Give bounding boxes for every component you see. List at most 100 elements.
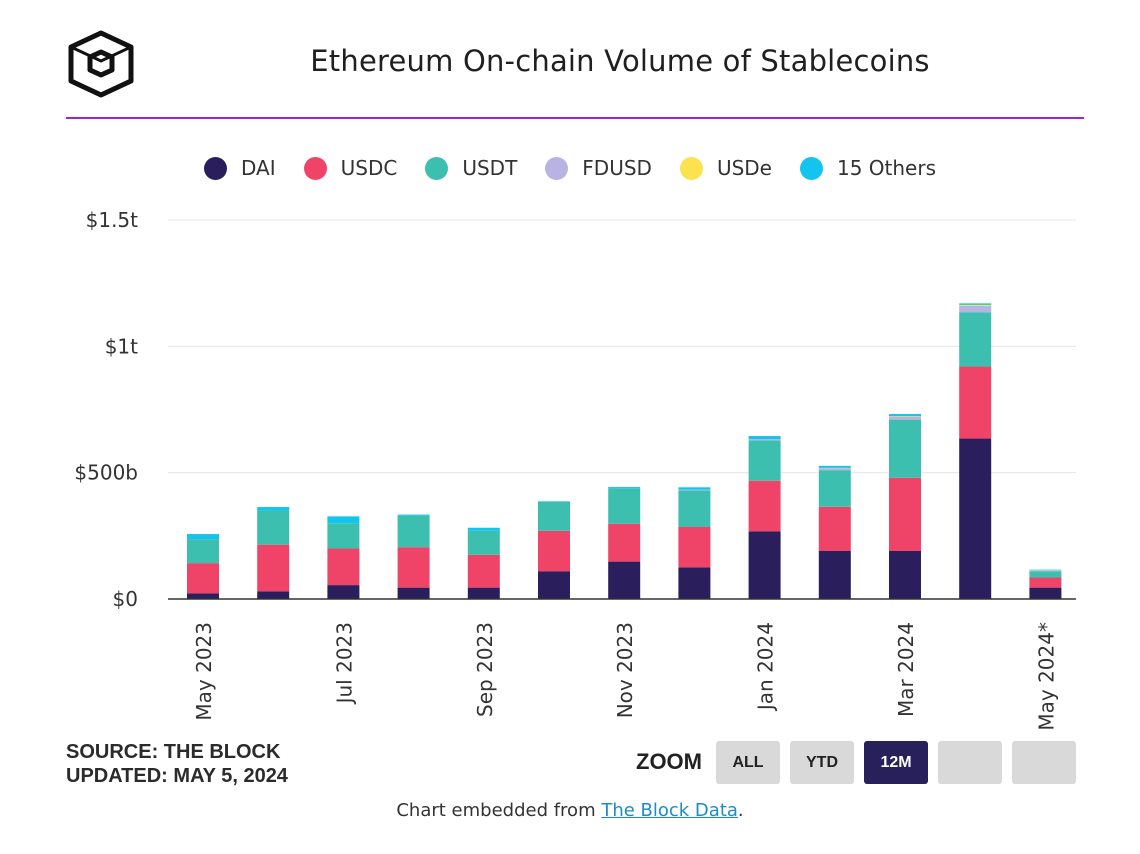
legend-swatch (204, 156, 227, 180)
stacked-bar-chart: $0 $500b $1t $1.5t May 2023 Jul 2023 Sep 2023 N… (74, 208, 1076, 731)
x-tick-label: Sep 2023 (473, 622, 497, 717)
bar-segment-usdt (818, 470, 851, 507)
legend-label: FDUSD (582, 156, 652, 180)
bar-segment-15-others (1029, 569, 1062, 571)
bar-segment-usdc (748, 480, 781, 532)
bar-segment-usdc (818, 506, 851, 551)
x-tick-label: May 2024* (1034, 622, 1058, 731)
zoom-label: ZOOM (636, 749, 702, 774)
embed-note: Chart embedded from The Block Data. (0, 800, 1140, 821)
bar-segment-usdt (678, 490, 711, 527)
legend-item-fdusd[interactable]: FDUSD (545, 156, 652, 180)
updated-label: UPDATED: MAY 5, 2024 (66, 765, 288, 787)
bar-segment-usdt (187, 539, 219, 564)
bar-segment-dai (818, 550, 851, 599)
bar-segment-usdc (538, 530, 570, 572)
bar-segment-15-others (467, 527, 500, 531)
bar-segment-dai (467, 587, 500, 599)
zoom-all-button[interactable]: ALL (716, 741, 780, 784)
bar-segment-usdt (538, 501, 570, 531)
legend-label: DAI (241, 156, 276, 180)
bar-segment-usdt (1029, 571, 1062, 578)
bar-segment-usdc (678, 526, 711, 568)
bar-segment-usde (959, 304, 992, 306)
bar-segment-fdusd (678, 489, 711, 491)
legend-swatch (545, 156, 569, 180)
bar-segment-usdc (608, 523, 641, 562)
bar-segment-15-others (538, 501, 570, 502)
zoom-blank-button-1[interactable] (938, 741, 1002, 784)
title-divider (66, 117, 1084, 119)
bar-segment-15-others (959, 303, 992, 305)
legend-item-15-others[interactable]: 15 Others (799, 156, 936, 180)
zoom-ytd-button[interactable]: YTD (790, 741, 854, 784)
legend-label: 15 Others (836, 156, 936, 180)
bar-segment-15-others (327, 516, 360, 524)
bar-segment-usdc (257, 544, 290, 592)
legend-label: USDC (340, 156, 398, 180)
legend-label: USDT (462, 156, 518, 180)
bar-segment-usdc (959, 366, 992, 439)
bar-segment-dai (748, 531, 781, 599)
legend-label: USDe (716, 156, 772, 180)
bar-segment-dai (1029, 587, 1062, 599)
bar-segment-15-others (889, 414, 921, 417)
bar-segment-usdt (467, 530, 500, 555)
legend-item-dai[interactable]: DAI (204, 156, 276, 180)
bar-segment-15-others (397, 514, 430, 516)
y-tick-label: $1t (105, 334, 138, 358)
bar-segment-usdt (397, 515, 430, 548)
bar-segment-15-others (187, 534, 219, 540)
bar-segment-15-others (818, 465, 851, 468)
bar-segment-usdt (748, 440, 781, 481)
bar-segment-dai (327, 585, 360, 599)
legend-item-usdt[interactable]: USDT (425, 156, 517, 180)
legend-item-usde[interactable]: USDe (679, 156, 772, 180)
bar-segment-usdc (889, 477, 921, 551)
source-label: SOURCE: THE BLOCK (66, 741, 281, 763)
bar-segment-dai (889, 550, 921, 599)
legend-swatch (303, 156, 327, 180)
bar-segment-usdc (187, 563, 219, 594)
bar-segment-usdc (327, 548, 360, 586)
bar-segment-dai (538, 571, 570, 599)
bar-segment-usdc (467, 554, 500, 588)
zoom-12m-button[interactable]: 12M (864, 741, 928, 784)
bar-segment-dai (257, 591, 290, 599)
bar-segment-usde (889, 416, 921, 417)
the-block-logo (68, 30, 134, 98)
bar-segment-dai (678, 567, 711, 599)
x-tick-label: Jul 2023 (332, 622, 356, 705)
bar-segment-15-others (257, 507, 290, 511)
bar-segment-15-others (608, 487, 641, 489)
bar-segment-usdc (1029, 577, 1062, 588)
x-tick-label: Nov 2023 (613, 622, 637, 718)
bar-segment-usdc (397, 547, 430, 588)
bar-segment-usdt (327, 523, 360, 549)
x-tick-label: Jan 2024 (754, 622, 778, 712)
x-tick-label: Mar 2024 (894, 622, 918, 717)
chart-title: Ethereum On-chain Volume of Stablecoins (310, 44, 930, 78)
the-block-data-link[interactable]: The Block Data (601, 800, 738, 821)
legend-item-usdc[interactable]: USDC (303, 156, 398, 180)
bar-segment-usdt (889, 419, 921, 478)
chart-legend: DAI USDC USDT FDUSD USDe 15 Others (0, 156, 1140, 180)
y-tick-label: $500b (74, 461, 138, 485)
bar-segment-fdusd (889, 416, 921, 420)
y-tick-label: $1.5t (86, 208, 139, 232)
bar-segment-fdusd (1029, 570, 1062, 572)
bar-segment-dai (608, 561, 641, 599)
bar-segment-usdt (959, 312, 992, 367)
zoom-blank-button-2[interactable] (1012, 741, 1076, 784)
bar-segment-usdt (257, 510, 290, 545)
y-tick-label: $0 (113, 587, 138, 611)
bar-segment-dai (187, 593, 219, 599)
bar-segment-dai (959, 438, 992, 599)
legend-swatch (679, 156, 703, 180)
bar-segment-fdusd (818, 468, 851, 471)
embed-prefix: Chart embedded from (396, 800, 602, 821)
bar-segment-usdt (608, 488, 641, 524)
legend-swatch (425, 156, 449, 180)
bar-segment-fdusd (748, 439, 781, 441)
x-tick-label: May 2023 (192, 622, 216, 721)
